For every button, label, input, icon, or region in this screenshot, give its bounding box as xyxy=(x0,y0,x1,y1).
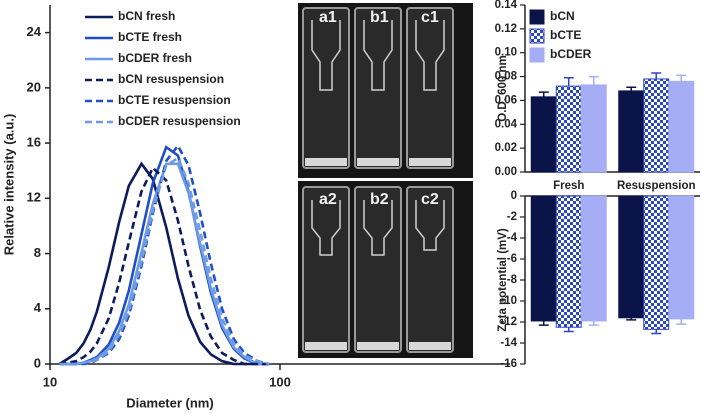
y-tick-label: 0.02 xyxy=(495,142,517,154)
y-tick-label: -6 xyxy=(507,253,517,265)
photo-label: a1 xyxy=(319,9,337,26)
y-tick-label: -10 xyxy=(500,295,517,307)
error-bar xyxy=(563,77,574,87)
cuvettes xyxy=(302,7,454,353)
error-bar xyxy=(588,75,599,85)
photo-label: b1 xyxy=(370,9,389,26)
error-bar xyxy=(651,329,662,335)
legend-label: bCN xyxy=(550,9,575,23)
y-tick-label: 0.12 xyxy=(495,23,517,35)
bar xyxy=(580,84,607,173)
y-tick-label: -12 xyxy=(500,316,517,328)
y-axis-label: O.D. 600 nm xyxy=(497,55,509,121)
y-tick-label: 0.14 xyxy=(495,0,518,11)
y-tick-label: -14 xyxy=(500,337,517,349)
bar xyxy=(643,195,670,330)
error-bar xyxy=(588,320,599,326)
y-tick-label: 0.08 xyxy=(495,71,518,83)
error-bar xyxy=(626,317,637,321)
bar xyxy=(555,195,582,328)
series-line xyxy=(59,165,270,366)
series-line xyxy=(59,162,270,366)
y-tick-label: 0.04 xyxy=(495,118,518,130)
legend-swatch xyxy=(529,47,545,63)
x-axis-label: Diameter (nm) xyxy=(126,395,213,410)
x-tick-label: Resuspension xyxy=(617,180,696,192)
bar xyxy=(668,195,695,320)
y-tick-label: 4 xyxy=(34,300,42,315)
bar xyxy=(555,85,582,173)
legend-label: bCN resuspension xyxy=(118,72,224,86)
x-tick-label: 10 xyxy=(43,374,57,389)
bar xyxy=(643,78,670,173)
bar xyxy=(580,195,607,322)
error-bar xyxy=(538,91,549,97)
y-tick-label: 0 xyxy=(34,355,41,370)
x-tick-label: Fresh xyxy=(553,180,584,192)
photo-label: c2 xyxy=(421,191,439,208)
legend-label: bCTE resuspension xyxy=(118,93,231,107)
legend-swatch xyxy=(529,9,545,25)
legend-label: bCDER resuspension xyxy=(118,114,241,128)
y-tick-label: 12 xyxy=(27,190,41,205)
error-bar xyxy=(563,327,574,333)
y-axis-label: Zeta potential (mV) xyxy=(497,228,509,332)
y-tick-label: 0.00 xyxy=(495,166,517,178)
y-tick-label: -16 xyxy=(500,358,517,370)
error-bar xyxy=(538,320,549,326)
error-bar xyxy=(651,72,662,79)
error-bar xyxy=(676,318,687,325)
legend-label: bCN fresh xyxy=(118,9,175,23)
y-tick-label: 16 xyxy=(27,135,41,150)
y-tick-label: 0 xyxy=(511,190,517,202)
y-tick-label: -2 xyxy=(507,211,517,223)
y-tick-label: 24 xyxy=(27,24,42,39)
photos: a1 b1 c1 a2 b2 c2 xyxy=(298,3,473,358)
series-line xyxy=(59,156,270,366)
error-bar xyxy=(626,86,637,91)
cuvette-bases xyxy=(305,158,451,350)
bar xyxy=(618,195,645,319)
bar xyxy=(530,96,557,173)
error-bar xyxy=(676,74,687,82)
y-tick-label: 0.06 xyxy=(495,94,517,106)
x-tick-label: 100 xyxy=(269,374,291,389)
y-tick-label: -8 xyxy=(507,274,518,286)
photo-label: b2 xyxy=(370,191,389,208)
legend-label: bCTE xyxy=(550,28,581,42)
legend-label: bCTE fresh xyxy=(118,30,182,44)
series-line xyxy=(58,161,270,366)
bar xyxy=(668,80,695,173)
bar xyxy=(618,90,645,173)
y-tick-label: -4 xyxy=(507,232,518,244)
cuvette-windows xyxy=(311,20,445,256)
y-tick-label: 8 xyxy=(34,245,41,260)
y-tick-label: 20 xyxy=(27,79,41,94)
legend-label: bCDER xyxy=(550,47,592,61)
photo-label: a2 xyxy=(319,191,337,208)
y-axis-label: Relative intensity (a.u.) xyxy=(1,114,16,256)
legend-label: bCDER fresh xyxy=(118,51,192,65)
photo-label: c1 xyxy=(421,9,439,26)
legend-swatch xyxy=(529,28,545,44)
bar xyxy=(530,195,557,322)
y-tick-label: 0.10 xyxy=(495,47,517,59)
